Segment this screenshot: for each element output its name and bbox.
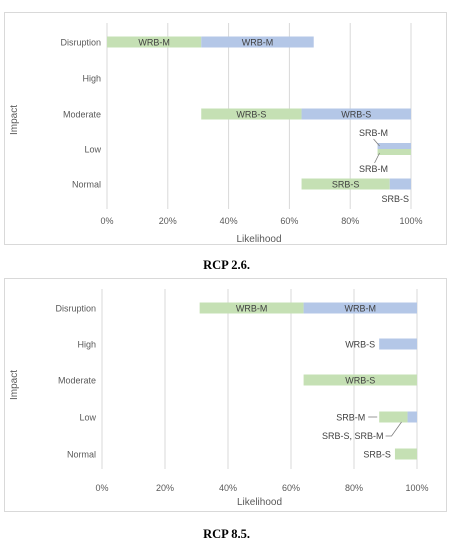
chart-rcp26: 0% 20% 40% 60% 80% 100% Disruption High Moderate… xyxy=(9,23,423,244)
x-axis-title: Likelihood xyxy=(237,497,282,508)
chart-rcp85: 0% 20% 40% 60% 80% 100% Disruption High Moderate… xyxy=(9,289,429,508)
data-label: WRB-M xyxy=(242,37,274,47)
x-tick-label: 20% xyxy=(156,483,174,493)
bar-segment xyxy=(301,108,411,120)
bar-segment xyxy=(407,411,417,423)
bar-segment xyxy=(379,411,408,423)
data-label: WRB-S xyxy=(236,109,266,119)
bar-segment xyxy=(394,448,417,460)
y-tick-label: Normal xyxy=(72,180,101,190)
x-axis-title: Likelihood xyxy=(236,234,281,244)
bar-segment xyxy=(377,149,411,155)
bar-segment xyxy=(379,338,417,350)
y-tick-label: Low xyxy=(84,145,101,155)
bar-segment xyxy=(377,143,411,149)
x-tick-label: 0% xyxy=(100,216,113,226)
x-tick-label: 60% xyxy=(282,483,300,493)
y-axis-title: Impact xyxy=(9,370,20,400)
x-tick-label: 0% xyxy=(95,483,108,493)
leader-line xyxy=(385,421,402,437)
x-tick-label: 20% xyxy=(159,216,177,226)
caption-rcp26: RCP 2.6. xyxy=(203,258,250,272)
y-tick-label: Disruption xyxy=(55,304,96,314)
data-label: SRB-S xyxy=(332,179,360,189)
caption-rcp85: RCP 8.5. xyxy=(203,527,250,541)
data-label: WRB-S xyxy=(341,109,371,119)
x-tick-label: 80% xyxy=(345,483,363,493)
bar-segment xyxy=(201,36,314,48)
x-tick-label: 100% xyxy=(405,483,428,493)
data-label: SRB-S xyxy=(363,449,391,459)
y-tick-label: Normal xyxy=(67,450,96,460)
bar-segment xyxy=(303,302,417,314)
bar-segment xyxy=(301,178,390,190)
x-tick-label: 100% xyxy=(399,216,422,226)
y-tick-label: Low xyxy=(79,413,96,423)
x-tick-label: 60% xyxy=(280,216,298,226)
data-label: SRB-S xyxy=(381,194,409,204)
data-label: WRB-M xyxy=(138,37,170,47)
chart-panel-rcp85: 0% 20% 40% 60% 80% 100% Disruption High Moderate… xyxy=(4,278,447,512)
data-label: WRB-M xyxy=(345,303,377,313)
data-label: WRB-S xyxy=(345,375,375,385)
y-tick-label: High xyxy=(82,74,101,84)
x-tick-label: 40% xyxy=(219,483,237,493)
data-label: SRB-S, SRB-M xyxy=(322,431,384,441)
bar-segment xyxy=(201,108,302,120)
leader-line xyxy=(374,152,380,164)
bar-segment xyxy=(303,374,417,386)
bar-segment xyxy=(199,302,304,314)
data-label: WRB-S xyxy=(345,339,375,349)
bar-segment xyxy=(389,178,411,190)
data-label: SRB-M xyxy=(359,128,388,138)
x-tick-label: 80% xyxy=(341,216,359,226)
data-label: SRB-M xyxy=(336,412,365,422)
y-tick-label: Moderate xyxy=(63,110,101,120)
y-tick-label: Moderate xyxy=(58,376,96,386)
chart-panel-rcp26: 0% 20% 40% 60% 80% 100% Disruption High Moderate… xyxy=(4,12,447,245)
y-tick-label: Disruption xyxy=(60,38,101,48)
x-tick-label: 40% xyxy=(220,216,238,226)
bar-segment xyxy=(107,36,202,48)
y-tick-label: High xyxy=(77,340,96,350)
y-axis-title: Impact xyxy=(9,105,20,135)
data-label: SRB-M xyxy=(359,164,388,174)
data-label: WRB-M xyxy=(236,303,268,313)
leader-line xyxy=(373,138,380,147)
